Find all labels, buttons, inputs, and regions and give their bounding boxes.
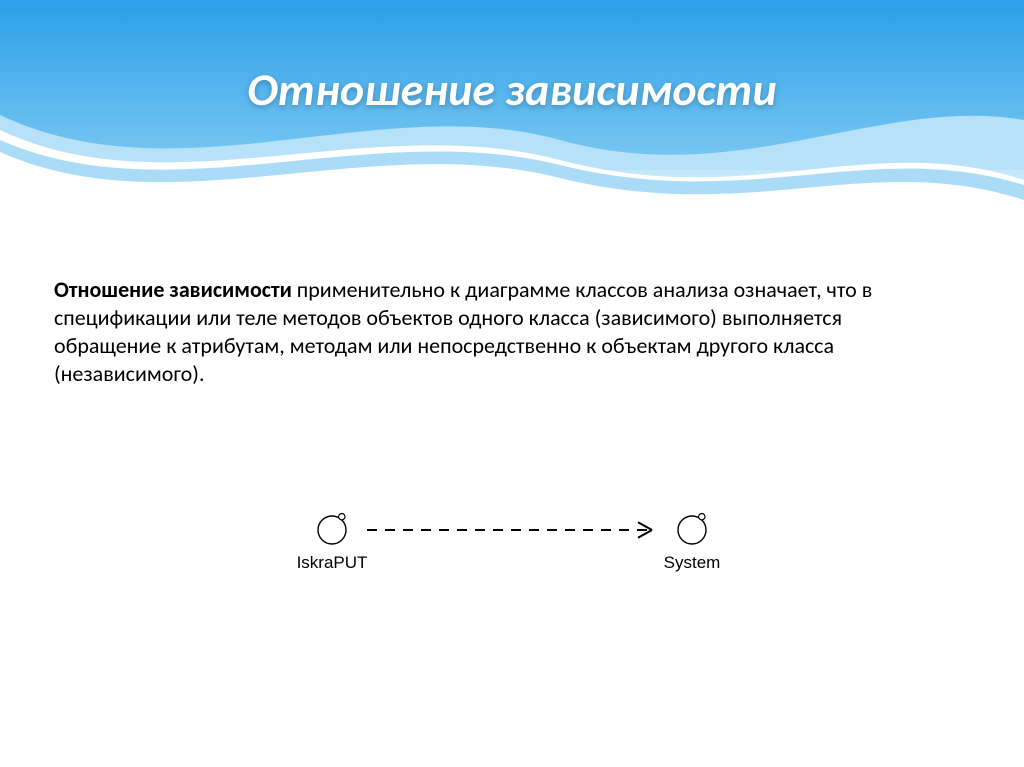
right-label: System	[664, 553, 721, 572]
slide-title: Отношение зависимости	[0, 62, 1024, 118]
body-lead-bold: Отношение зависимости	[54, 276, 292, 303]
slide: Отношение зависимости Отношение зависимо…	[0, 0, 1024, 767]
dependency-diagram: IskraPUT System	[0, 500, 1024, 610]
arrow-head-top	[638, 522, 652, 530]
body-paragraph: Отношение зависимости применительно к ди…	[54, 276, 924, 389]
header-band: Отношение зависимости	[0, 0, 1024, 220]
arrow-head-bottom	[638, 530, 652, 538]
diagram-svg: IskraPUT System	[272, 500, 752, 610]
left-label: IskraPUT	[297, 553, 368, 572]
left-node-adorn	[339, 514, 345, 520]
right-node-adorn	[699, 514, 705, 520]
